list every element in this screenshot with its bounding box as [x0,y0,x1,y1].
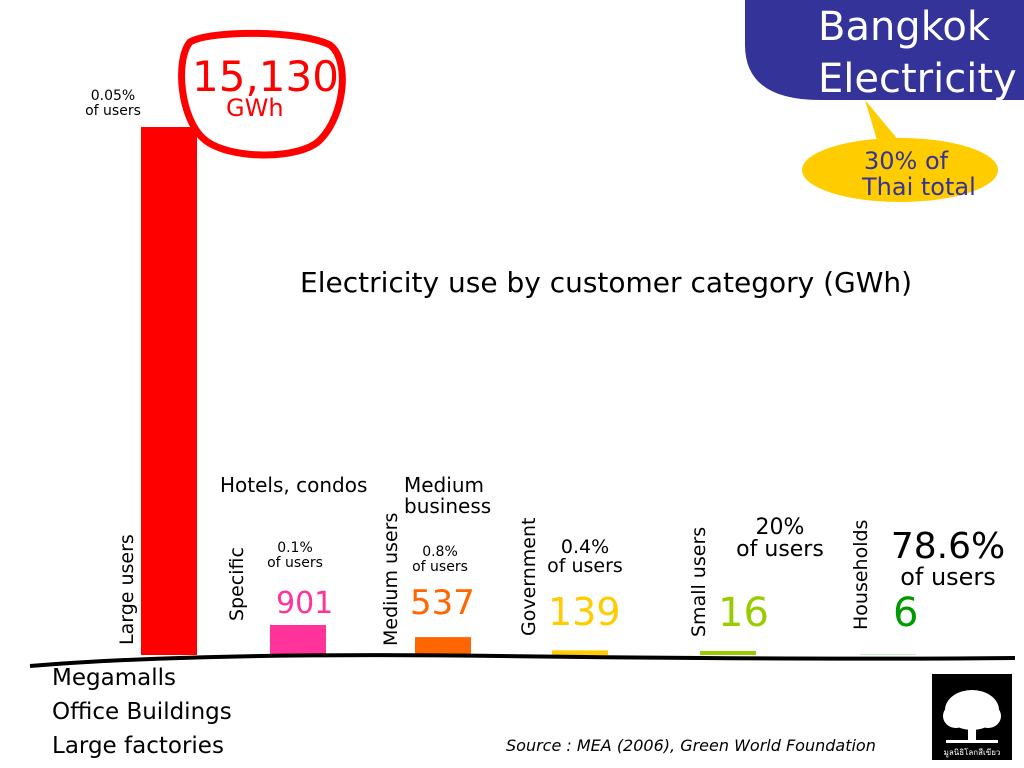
banner-shape [745,0,1024,100]
share-label-medium: 0.8% of users [407,545,473,575]
share-percent: 0.1% [277,540,313,556]
value-label-small: 16 [718,590,769,636]
share-text: of users [85,103,141,119]
callout-pointer [865,100,905,150]
tree-icon [943,690,1001,743]
share-percent: 0.05% [90,88,136,104]
tree-logo: มูลนิธิโลกสีเขียว [932,674,1012,760]
bar-government [552,650,608,655]
group-label-medium: Medium [404,473,484,497]
category-label-specific: Specific [226,547,248,621]
share-percent: 20% [755,515,805,540]
baseline [29,653,1016,668]
group-label-business: business [404,494,492,518]
highlight-value: 15,130 [192,52,339,101]
highlight-unit: GWh [226,94,284,122]
example-office-buildings: Office Buildings [52,699,232,725]
share-text: of users [736,537,824,562]
share-label-households: 78.6% of users [888,526,1008,591]
share-label-government: 0.4% of users [540,538,630,576]
share-label-specific: 0.1% of users [262,541,328,571]
category-label-government: Government [518,517,540,637]
bar-large-users [141,127,197,655]
share-text: of users [547,555,623,577]
bar-small-users [700,651,756,655]
callout-bubble [802,138,998,202]
logo-text: มูลนิธิโลกสีเขียว [943,748,1001,757]
value-label-medium: 537 [410,583,475,623]
share-percent: 0.8% [422,544,458,560]
example-megamalls: Megamalls [52,665,176,691]
callout-line2: Thai total [862,173,976,201]
share-percent: 78.6% [890,526,1006,567]
source-note: Source : MEA (2006), Green World Foundat… [506,736,876,755]
share-text: of users [267,555,323,571]
category-label-medium-users: Medium users [380,512,402,646]
category-label-households: Households [850,519,872,630]
share-label-small: 20% of users [725,517,835,561]
chart-title: Electricity use by customer category (GW… [300,266,913,299]
bar-specific [270,625,326,655]
share-percent: 0.4% [560,536,610,558]
banner-title-line1: Bangkok [818,4,991,50]
value-label-specific: 901 [276,586,334,621]
value-label-households: 6 [893,590,919,636]
share-label-large: 0.05% of users [80,89,146,119]
example-large-factories: Large factories [52,733,224,759]
group-label-hotels: Hotels, condos [220,473,368,497]
category-label-large-users: Large users [116,534,138,645]
share-text: of users [900,563,996,591]
banner-title-line2: Electricity [818,56,1017,102]
callout-line1: 30% of [864,147,949,175]
value-label-government: 139 [548,590,621,634]
bar-medium-users [415,637,471,655]
share-text: of users [412,559,468,575]
category-label-small-users: Small users [688,526,710,637]
highlight-circle [178,29,346,159]
